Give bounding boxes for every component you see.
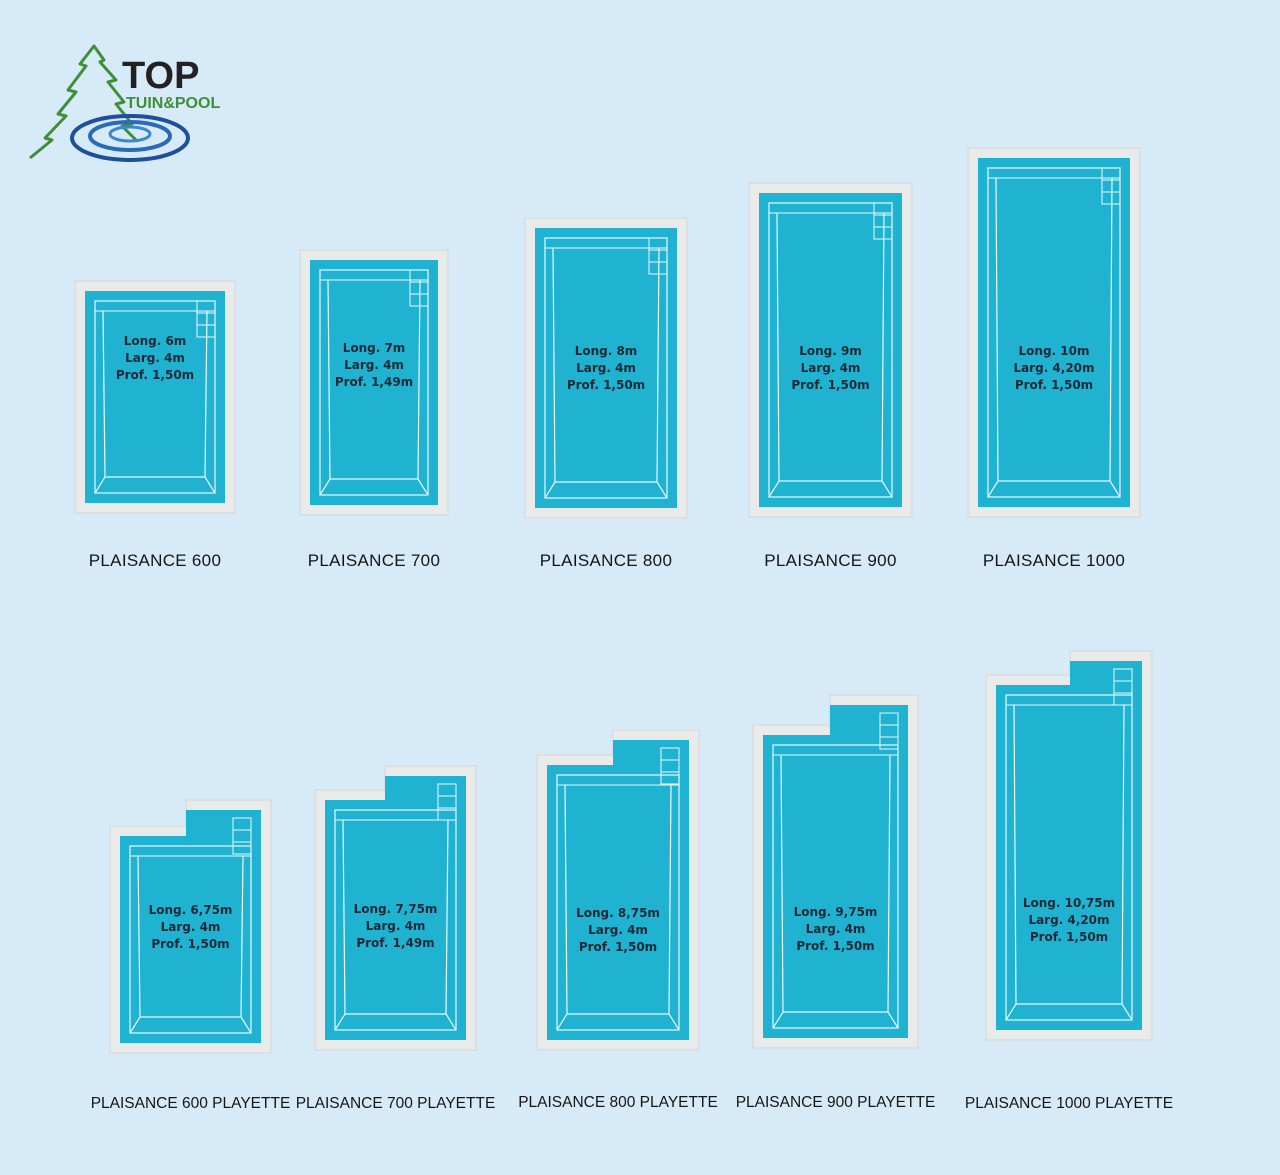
- pool-spec: Prof. 1,50m: [1015, 378, 1093, 392]
- pool-spec: Prof. 1,50m: [151, 937, 229, 951]
- pool-water: [120, 810, 261, 1043]
- logo-sub: TUIN&POOL: [126, 95, 220, 112]
- pool-water: [85, 291, 225, 503]
- pool-step: [409, 293, 429, 307]
- pool-spec: Larg. 4,20m: [1028, 913, 1109, 927]
- logo-tree: [29, 44, 138, 160]
- pool-spec: Long. 7,75m: [354, 902, 438, 916]
- pool-name: PLAISANCE 600 PLAYETTE: [91, 1095, 291, 1112]
- pool-water: [325, 776, 466, 1040]
- pool-slope: [987, 177, 1121, 498]
- logo-ripple: [108, 125, 152, 143]
- pool-slope: [1005, 704, 1133, 1021]
- pool-slope: [556, 784, 680, 1031]
- pool-spec: Prof. 1,49m: [356, 936, 434, 950]
- pool-step: [196, 324, 216, 338]
- pool-spec: Larg. 4m: [366, 919, 426, 933]
- pool-water: [535, 228, 677, 508]
- pool: Long. 10,75m Larg. 4,20m Prof. 1,50m PLAISA…: [965, 650, 1173, 1112]
- pools: Long. 6m Larg. 4m Prof. 1,50m PLAISANCE 600…: [74, 147, 1173, 1112]
- pool-spec: Larg. 4m: [161, 920, 221, 934]
- pool-edge: [94, 300, 216, 494]
- pool-spec: Long. 9,75m: [794, 905, 878, 919]
- pool-spec: Prof. 1,50m: [567, 378, 645, 392]
- pool-name: PLAISANCE 1000: [983, 551, 1125, 570]
- pool-step: [873, 226, 893, 240]
- pool: Long. 7,75m Larg. 4m Prof. 1,49m PLAISANCE …: [296, 765, 496, 1112]
- pool-name: PLAISANCE 800 PLAYETTE: [518, 1094, 718, 1111]
- pool: Long. 10m Larg. 4,20m Prof. 1,50m PLAISANCE…: [967, 147, 1141, 570]
- pool-edge: [768, 202, 893, 498]
- pool-name: PLAISANCE 900: [764, 551, 896, 570]
- pool-water: [763, 705, 908, 1038]
- pool: Long. 8m Larg. 4m Prof. 1,50m PLAISANCE 800: [524, 217, 688, 570]
- pool-water: [759, 193, 902, 507]
- pool-spec: Larg. 4m: [344, 358, 404, 372]
- pool: Long. 6,75m Larg. 4m Prof. 1,50m PLAISANCE …: [91, 799, 291, 1112]
- pool-spec: Prof. 1,50m: [116, 368, 194, 382]
- pool-spec: Prof. 1,50m: [796, 939, 874, 953]
- pool-step: [648, 261, 668, 275]
- pool-spec: Larg. 4m: [588, 923, 648, 937]
- pool-water: [978, 158, 1130, 507]
- pool-step: [879, 736, 899, 750]
- pool-edge: [556, 774, 680, 1031]
- pool-spec: Long. 8m: [575, 344, 638, 358]
- pool-name: PLAISANCE 700 PLAYETTE: [296, 1095, 496, 1112]
- pool-spec: Larg. 4,20m: [1013, 361, 1094, 375]
- pool-step: [232, 841, 252, 855]
- pool: Long. 6m Larg. 4m Prof. 1,50m PLAISANCE 600: [74, 280, 236, 570]
- pool-spec: Long. 6m: [124, 334, 187, 348]
- pool-name: PLAISANCE 800: [540, 551, 672, 570]
- logo-ripple: [88, 120, 172, 152]
- pool-spec: Long. 8,75m: [576, 906, 660, 920]
- pool-edge: [544, 237, 668, 499]
- pool-spec: Long. 10m: [1019, 344, 1090, 358]
- pool: Long. 9,75m Larg. 4m Prof. 1,50m PLAISANCE …: [736, 694, 936, 1111]
- pool-edge: [334, 809, 457, 1031]
- pool-spec: Long. 9m: [799, 344, 862, 358]
- pool-spec: Larg. 4m: [576, 361, 636, 375]
- pool-edge: [772, 744, 899, 1029]
- pool-step: [1101, 191, 1121, 205]
- pool-spec: Prof. 1,50m: [579, 940, 657, 954]
- pool-spec: Prof. 1,50m: [1030, 930, 1108, 944]
- pool-water: [996, 661, 1142, 1030]
- pool-spec: Larg. 4m: [801, 361, 861, 375]
- pool-edge: [987, 167, 1121, 498]
- pool: Long. 7m Larg. 4m Prof. 1,49m PLAISANCE 700: [299, 249, 449, 570]
- pool-water: [310, 260, 438, 505]
- logo: TOP TUIN&POOL: [29, 44, 220, 162]
- pool-slope: [772, 754, 899, 1029]
- pool-edge: [1005, 694, 1133, 1021]
- pool-spec: Long. 7m: [343, 341, 406, 355]
- pool-slope: [129, 855, 252, 1034]
- pool: Long. 8,75m Larg. 4m Prof. 1,50m PLAISANCE …: [518, 729, 718, 1111]
- pool-slope: [94, 310, 216, 494]
- pool-name: PLAISANCE 700: [308, 551, 440, 570]
- pool-spec: Larg. 4m: [806, 922, 866, 936]
- pool-step: [660, 771, 680, 785]
- pool-name: PLAISANCE 900 PLAYETTE: [736, 1094, 936, 1111]
- pool-spec: Larg. 4m: [125, 351, 185, 365]
- pool: Long. 9m Larg. 4m Prof. 1,50m PLAISANCE 900: [748, 182, 913, 570]
- logo-ripple: [70, 114, 190, 162]
- pool-spec: Prof. 1,49m: [335, 375, 413, 389]
- pool-name: PLAISANCE 600: [89, 551, 221, 570]
- pool-slope: [544, 247, 668, 499]
- pool-spec: Long. 6,75m: [149, 903, 233, 917]
- pool-spec: Prof. 1,50m: [791, 378, 869, 392]
- pool-edge: [129, 845, 252, 1034]
- pool-edge: [319, 269, 429, 496]
- pool-slope: [319, 279, 429, 496]
- pool-slope: [768, 212, 893, 498]
- pool-water: [547, 740, 689, 1040]
- pool-spec: Long. 10,75m: [1023, 896, 1115, 910]
- pool-slope: [334, 819, 457, 1031]
- pool-name: PLAISANCE 1000 PLAYETTE: [965, 1095, 1173, 1112]
- logo-brand: TOP: [122, 55, 199, 97]
